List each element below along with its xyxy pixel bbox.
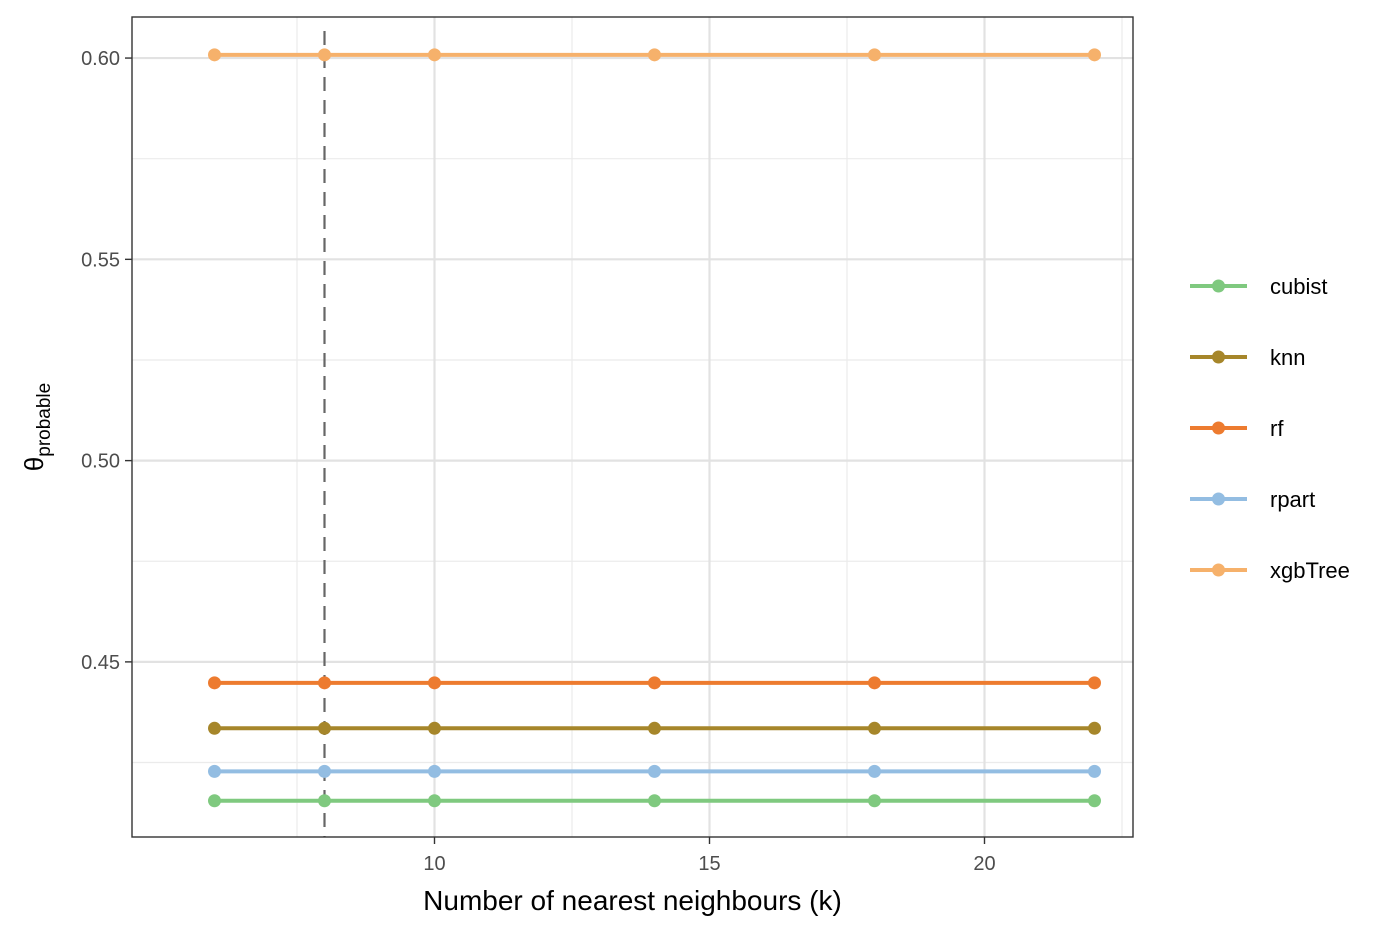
data-point-rpart: [868, 764, 881, 778]
legend-key-point: [1212, 492, 1225, 506]
data-point-knn: [208, 721, 221, 735]
data-point-rpart: [648, 764, 661, 778]
data-point-rpart: [428, 764, 441, 778]
legend-label: xgbTree: [1270, 558, 1350, 583]
y-axis-title-symbol: θ: [19, 457, 49, 471]
data-point-knn: [868, 721, 881, 735]
y-tick-label: 0.55: [81, 249, 120, 271]
x-axis-title: Number of nearest neighbours (k): [423, 885, 842, 916]
y-axis-title-subscript: probable: [34, 383, 55, 457]
series-cubist: [208, 794, 1101, 808]
y-tick-label: 0.45: [81, 652, 120, 674]
data-point-xgbTree: [868, 48, 881, 62]
x-tick-label: 20: [973, 853, 995, 875]
data-point-cubist: [868, 794, 881, 808]
data-point-rf: [1088, 676, 1101, 690]
series-knn: [208, 721, 1101, 735]
panel-border: [131, 16, 1134, 838]
legend-item-xgbTree: xgbTree: [1190, 558, 1350, 583]
data-point-xgbTree: [208, 48, 221, 62]
data-point-xgbTree: [648, 48, 661, 62]
data-point-cubist: [1088, 794, 1101, 808]
data-point-rf: [868, 676, 881, 690]
legend-key-point: [1212, 279, 1225, 293]
data-point-rf: [648, 676, 661, 690]
legend-label: rf: [1270, 416, 1284, 441]
legend-item-rpart: rpart: [1190, 487, 1315, 512]
series-xgbTree: [208, 48, 1101, 62]
data-point-cubist: [428, 794, 441, 808]
legend: cubist knn rf rpart xgbTree: [1190, 274, 1350, 583]
legend-key-point: [1212, 421, 1225, 435]
major-gridlines: [132, 17, 1133, 837]
legend-label: rpart: [1270, 487, 1315, 512]
series-rf: [208, 676, 1101, 690]
data-point-knn: [428, 721, 441, 735]
x-tick-label: 15: [698, 853, 720, 875]
data-point-knn: [1088, 721, 1101, 735]
legend-key-point: [1212, 563, 1225, 577]
y-axis-title: θprobable: [19, 383, 55, 471]
data-point-rpart: [208, 764, 221, 778]
data-point-xgbTree: [428, 48, 441, 62]
data-point-rf: [428, 676, 441, 690]
legend-item-knn: knn: [1190, 345, 1305, 370]
minor-gridlines: [132, 17, 1133, 837]
legend-key-point: [1212, 350, 1225, 364]
data-point-cubist: [318, 794, 331, 808]
legend-item-cubist: cubist: [1190, 274, 1327, 299]
data-point-knn: [648, 721, 661, 735]
data-point-rf: [318, 676, 331, 690]
legend-label: cubist: [1270, 274, 1327, 299]
x-tick-label: 10: [423, 853, 445, 875]
data-point-xgbTree: [318, 48, 331, 62]
data-point-cubist: [648, 794, 661, 808]
data-point-knn: [318, 721, 331, 735]
data-point-rf: [208, 676, 221, 690]
data-point-rpart: [1088, 764, 1101, 778]
y-tick-label: 0.50: [81, 451, 120, 473]
legend-label: knn: [1270, 345, 1305, 370]
data-point-rpart: [318, 764, 331, 778]
data-point-cubist: [208, 794, 221, 808]
series-rpart: [208, 764, 1101, 778]
legend-item-rf: rf: [1190, 416, 1284, 441]
axis-ticks: 10 15 20 0.45 0.50 0.55 0.60: [81, 48, 996, 875]
series-layer: [208, 48, 1101, 808]
y-tick-label: 0.60: [81, 48, 120, 70]
data-point-xgbTree: [1088, 48, 1101, 62]
